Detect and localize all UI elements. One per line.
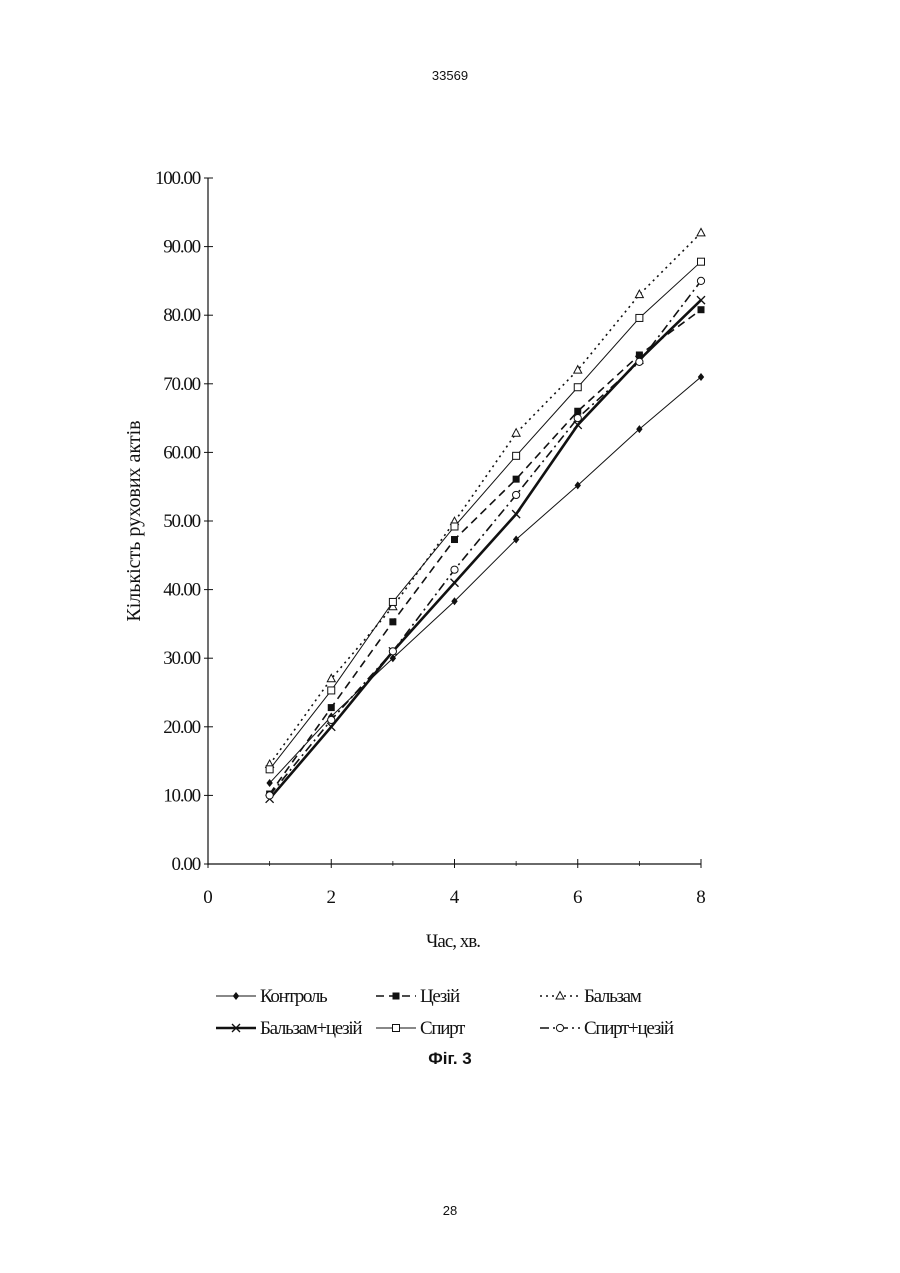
- legend-marker: [233, 992, 239, 1000]
- y-tick-label: 40.00: [163, 580, 200, 601]
- legend-label: Спирт: [420, 1018, 466, 1039]
- y-tick-label: 80.00: [163, 305, 200, 326]
- legend-marker: [393, 1025, 400, 1032]
- x-tick-label: 2: [327, 887, 337, 908]
- legend-label: Бальзам+цезій: [260, 1018, 362, 1039]
- y-tick-label: 10.00: [163, 785, 200, 806]
- y-axis-label: Кількість рухових актів: [123, 420, 145, 621]
- data-point-series-5: [328, 687, 335, 694]
- page-footer-number: 28: [0, 1203, 900, 1218]
- legend-label: Бальзам: [584, 986, 642, 1007]
- data-point-series-6: [513, 491, 520, 498]
- legend-label: Спирт+цезій: [584, 1018, 674, 1039]
- data-point-series-6: [266, 792, 273, 799]
- x-axis-label: Час, хв.: [426, 931, 480, 952]
- y-tick-label: 20.00: [163, 717, 200, 738]
- data-point-series-3: [635, 290, 643, 298]
- legend-item: Цезій: [376, 986, 460, 1007]
- data-point-series-1: [636, 425, 642, 433]
- data-point-series-5: [266, 766, 273, 773]
- legend-item: Контроль: [216, 986, 328, 1007]
- data-point-series-6: [636, 358, 643, 365]
- y-tick-label: 70.00: [163, 374, 200, 395]
- data-point-series-2: [389, 618, 396, 625]
- x-tick-label: 4: [450, 887, 460, 908]
- x-tick-label: 8: [696, 887, 706, 908]
- data-point-series-5: [636, 314, 643, 321]
- data-point-series-5: [574, 384, 581, 391]
- data-point-series-3: [512, 429, 520, 437]
- x-tick-label: 0: [203, 887, 213, 908]
- data-point-series-1: [575, 481, 581, 489]
- chart-series-markers: [266, 228, 705, 802]
- data-point-series-4: [451, 579, 459, 587]
- y-tick-label: 30.00: [163, 648, 200, 669]
- data-point-series-5: [513, 452, 520, 459]
- data-point-series-2: [574, 408, 581, 415]
- y-tick-label: 100.00: [155, 168, 201, 189]
- legend-item: Спирт: [376, 1018, 466, 1039]
- data-point-series-6: [389, 648, 396, 655]
- x-tick-label: 6: [573, 887, 583, 908]
- data-point-series-1: [698, 373, 704, 381]
- data-point-series-5: [451, 523, 458, 530]
- y-tick-label: 0.00: [172, 854, 201, 875]
- legend-label: Контроль: [260, 986, 328, 1007]
- data-point-series-2: [328, 704, 335, 711]
- data-point-series-6: [574, 415, 581, 422]
- legend-label: Цезій: [420, 986, 460, 1007]
- series-line-3: [270, 233, 701, 765]
- legend-item: Спирт+цезій: [540, 1018, 674, 1039]
- chart-legend: Контроль Цезій Бальзам Бальзам+цезій Спирт Сп…: [216, 986, 674, 1039]
- data-point-series-4: [697, 296, 705, 304]
- data-point-series-3: [697, 228, 705, 236]
- chart-ticks: 0.00 10.00 20.00 30.00 40.00 50.00 60.00 70.00 8…: [155, 168, 706, 908]
- legend-item: Бальзам: [540, 986, 642, 1007]
- data-point-series-2: [513, 476, 520, 483]
- figure-caption: Фіг. 3: [0, 1049, 900, 1069]
- data-point-series-6: [697, 277, 704, 284]
- data-point-series-5: [698, 258, 705, 265]
- y-tick-label: 90.00: [163, 237, 200, 258]
- legend-item: Бальзам+цезій: [216, 1018, 362, 1039]
- data-point-series-2: [698, 306, 705, 313]
- data-point-series-6: [328, 716, 335, 723]
- y-tick-label: 50.00: [163, 511, 200, 532]
- legend-marker: [556, 1024, 563, 1031]
- legend-marker: [556, 992, 564, 1000]
- legend-marker: [393, 993, 400, 1000]
- data-point-series-2: [451, 536, 458, 543]
- y-tick-label: 60.00: [163, 442, 200, 463]
- data-point-series-4: [512, 510, 520, 518]
- data-point-series-6: [451, 566, 458, 573]
- data-point-series-5: [389, 598, 396, 605]
